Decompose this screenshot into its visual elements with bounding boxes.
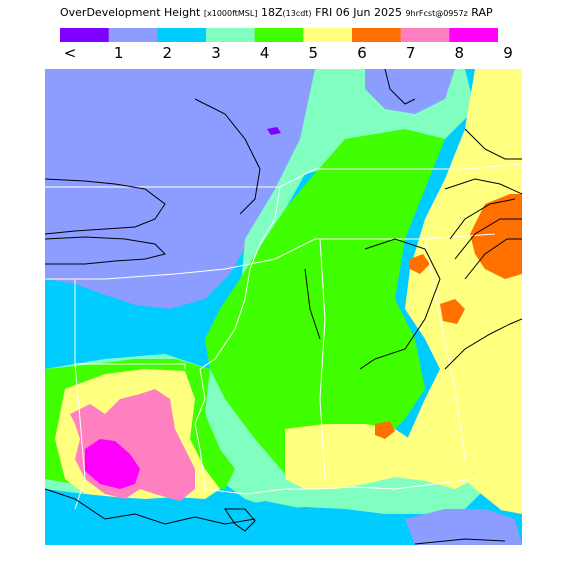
legend-tick-label: 8 bbox=[454, 44, 465, 62]
legend-tick-label: 7 bbox=[405, 44, 416, 62]
legend-tick-label: 9 bbox=[503, 44, 513, 62]
contour-9 bbox=[464, 238, 522, 280]
region-yellow-south bbox=[285, 424, 475, 489]
contour-13 bbox=[45, 488, 256, 525]
region-orange-east-2 bbox=[410, 254, 430, 274]
contour-12 bbox=[444, 318, 522, 370]
height-contours bbox=[45, 69, 522, 545]
legend-tick-label: 5 bbox=[308, 44, 319, 62]
title-units: [x1000ftMSL] bbox=[203, 9, 258, 18]
legend-swatch bbox=[108, 28, 158, 42]
border-tx-la bbox=[74, 363, 86, 510]
legend-tick-label: 1 bbox=[113, 44, 124, 62]
weather-map bbox=[45, 69, 522, 545]
region-yellow-east bbox=[405, 69, 522, 545]
region-aqua-northeast bbox=[240, 69, 475, 299]
contour-10 bbox=[359, 238, 441, 370]
contour-2 bbox=[45, 236, 166, 265]
color-legend-labels: <1 2 3 4 5 6 7 8 9 bbox=[60, 44, 520, 64]
legend-swatch bbox=[206, 28, 256, 42]
region-orange-northeast bbox=[470, 194, 522, 279]
region-purple-spot bbox=[267, 127, 281, 135]
contour-1 bbox=[45, 178, 166, 235]
contour-7 bbox=[449, 198, 516, 240]
region-periwinkle-gulf bbox=[405, 509, 522, 545]
border-ms-al bbox=[319, 238, 326, 480]
map-fill-regions bbox=[45, 69, 522, 545]
legend-tick-label: 2 bbox=[162, 44, 173, 62]
legend-swatch bbox=[254, 28, 304, 42]
legend-swatch bbox=[157, 28, 207, 42]
legend-swatch bbox=[400, 28, 450, 42]
contour-6 bbox=[444, 178, 522, 195]
legend-swatch bbox=[60, 28, 110, 42]
region-orange-south bbox=[375, 421, 395, 439]
map-title: OverDevelopment Height [x1000ftMSL] 18Z(… bbox=[60, 6, 520, 20]
border-gulf-coast bbox=[204, 478, 476, 495]
region-orange-east-1 bbox=[440, 299, 465, 324]
border-al-ga bbox=[424, 238, 466, 460]
contour-4 bbox=[384, 69, 416, 105]
legend-swatch bbox=[449, 28, 498, 42]
contour-3 bbox=[194, 98, 261, 215]
color-legend-bar bbox=[60, 28, 498, 42]
legend-swatch bbox=[303, 28, 353, 42]
region-green-central bbox=[195, 129, 445, 479]
legend-tick-label: 3 bbox=[211, 44, 221, 62]
contour-15 bbox=[414, 538, 506, 545]
border-arkla bbox=[74, 279, 186, 369]
contour-14 bbox=[224, 508, 256, 532]
legend-tick-label: 4 bbox=[259, 44, 270, 62]
legend-tick-label: < bbox=[63, 44, 77, 62]
contour-8 bbox=[454, 218, 522, 260]
title-local: (13cdt) bbox=[282, 9, 312, 18]
legend-tick-label: 6 bbox=[357, 44, 367, 62]
title-date: FRI 06 Jun 2025 bbox=[315, 6, 402, 19]
contour-11 bbox=[304, 268, 321, 340]
border-mid bbox=[45, 233, 496, 280]
region-magenta-southwest bbox=[85, 439, 140, 489]
border-river bbox=[194, 186, 281, 490]
title-field: OverDevelopment Height bbox=[60, 6, 201, 19]
contour-5 bbox=[464, 128, 522, 160]
title-fcst: 9hrFcst@0957z bbox=[405, 9, 468, 18]
title-valid: 18Z bbox=[260, 6, 283, 19]
legend-swatch bbox=[352, 28, 402, 42]
title-model: RAP bbox=[471, 6, 493, 19]
state-borders bbox=[45, 163, 522, 510]
